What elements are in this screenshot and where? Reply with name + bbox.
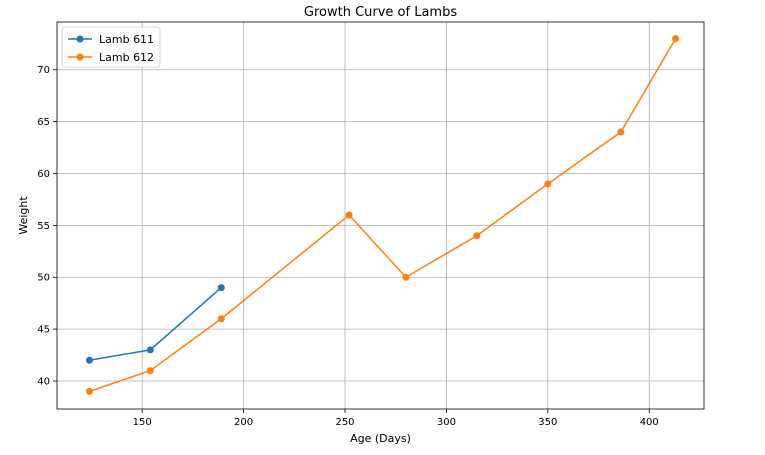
y-axis-label: Weight	[17, 196, 30, 235]
ticks: 150 200 250 300 350 400 40 45 50 55 60 65 70	[37, 65, 659, 428]
data-point	[85, 387, 93, 395]
data-point	[85, 356, 93, 364]
y-tick-label: 45	[37, 325, 50, 336]
data-point	[146, 367, 154, 375]
series-1	[85, 284, 225, 364]
x-tick-label: 300	[437, 417, 456, 428]
series-2	[85, 35, 680, 395]
legend-item: Lamb 612	[68, 51, 154, 64]
y-tick-label: 65	[37, 117, 50, 128]
y-tick-label: 60	[37, 169, 50, 180]
x-tick-label: 250	[335, 417, 354, 428]
data-point	[617, 128, 625, 136]
y-tick-label: 70	[37, 65, 50, 76]
data-point	[672, 35, 680, 43]
x-axis-label: Age (Days)	[350, 432, 411, 445]
grid	[57, 22, 704, 409]
x-tick-label: 200	[234, 417, 253, 428]
legend-item: Lamb 611	[68, 33, 154, 46]
legend: Lamb 611 Lamb 612	[61, 26, 161, 68]
data-point	[217, 315, 225, 323]
legend-label: Lamb 612	[99, 51, 154, 64]
data-point	[345, 211, 353, 219]
data-point	[473, 232, 481, 240]
data-point	[402, 273, 410, 281]
y-tick-label: 55	[37, 221, 50, 232]
x-tick-label: 150	[133, 417, 152, 428]
y-tick-label: 40	[37, 376, 50, 387]
series-layer	[85, 35, 680, 395]
data-point	[146, 346, 154, 354]
x-tick-label: 350	[538, 417, 557, 428]
legend-label: Lamb 611	[99, 33, 154, 46]
legend-marker	[76, 35, 84, 43]
chart-title: Growth Curve of Lambs	[304, 5, 457, 20]
x-tick-label: 400	[640, 417, 659, 428]
data-point	[544, 180, 552, 188]
legend-marker	[76, 53, 84, 61]
data-point	[217, 284, 225, 292]
y-tick-label: 50	[37, 273, 50, 284]
plot-frame	[56, 21, 705, 410]
